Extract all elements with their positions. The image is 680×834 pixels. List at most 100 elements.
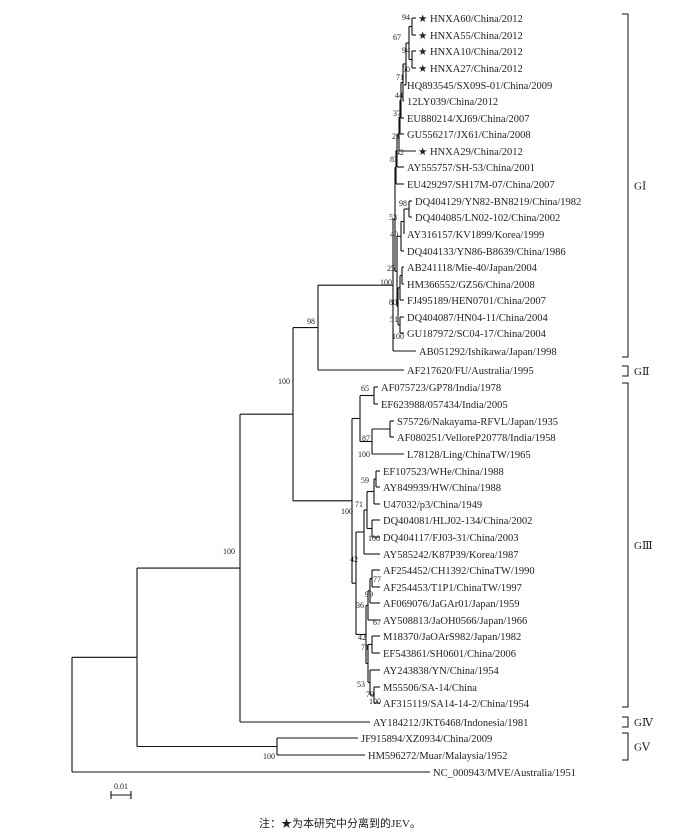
taxon-label: HNXA55/China/2012 bbox=[430, 31, 523, 42]
taxon-label: AF254453/T1P1/ChinaTW/1997 bbox=[383, 583, 522, 594]
taxon-label: AY508813/JaOH0566/Japan/1966 bbox=[383, 616, 527, 627]
taxon-label: HNXA60/China/2012 bbox=[430, 14, 523, 25]
taxon-label: AY585242/K87P39/Korea/1987 bbox=[383, 550, 519, 561]
bootstrap-value: 42 bbox=[396, 148, 404, 157]
taxon-label: 12LY039/China/2012 bbox=[407, 97, 498, 108]
bootstrap-value: 44 bbox=[395, 91, 403, 100]
taxon-label: DQ404085/LN02-102/China/2002 bbox=[415, 213, 560, 224]
taxon-label: AF080251/VelloreP20778/India/1958 bbox=[397, 433, 556, 444]
bootstrap-value: 37 bbox=[393, 109, 401, 118]
taxon-label: HNXA27/China/2012 bbox=[430, 64, 523, 75]
taxon-label: FJ495189/HEN0701/China/2007 bbox=[407, 296, 546, 307]
genotype-label: GⅢ bbox=[634, 540, 653, 552]
bootstrap-value: 50 bbox=[402, 65, 410, 74]
bootstrap-value: 99 bbox=[365, 590, 373, 599]
bootstrap-value: 80 bbox=[389, 298, 397, 307]
taxon-label: EU429297/SH17M-07/China/2007 bbox=[407, 180, 555, 191]
bootstrap-value: 53 bbox=[357, 680, 365, 689]
star-marker: ★ bbox=[418, 47, 428, 58]
taxon-label: HQ893545/SX09S-01/China/2009 bbox=[407, 81, 552, 92]
taxon-label: AY316157/KV1899/Korea/1999 bbox=[407, 230, 544, 241]
bootstrap-value: 53 bbox=[389, 213, 397, 222]
bootstrap-value: 100 bbox=[263, 752, 275, 761]
bootstrap-value: 100 bbox=[368, 534, 380, 543]
bootstrap-value: 100 bbox=[341, 507, 353, 516]
genotype-label: GⅡ bbox=[634, 366, 649, 378]
bootstrap-value: 40 bbox=[390, 230, 398, 239]
bootstrap-value: 100 bbox=[278, 377, 290, 386]
taxon-label: AY849939/HW/China/1988 bbox=[383, 483, 501, 494]
bootstrap-value: 65 bbox=[361, 384, 369, 393]
figure-note: 注：★为本研究中分离到的JEV。 bbox=[259, 816, 421, 830]
taxon-label: HM596272/Muar/Malaysia/1952 bbox=[368, 751, 507, 762]
bootstrap-value: 100 bbox=[380, 278, 392, 287]
taxon-label: EF623988/057434/India/2005 bbox=[381, 400, 508, 411]
bootstrap-value: 100 bbox=[358, 450, 370, 459]
genotype-bracket bbox=[622, 732, 629, 761]
taxon-label: AB051292/Ishikawa/Japan/1998 bbox=[419, 347, 557, 358]
taxon-label: AF315119/SA14-14-2/China/1954 bbox=[383, 699, 530, 710]
genotype-label: GⅤ bbox=[634, 742, 651, 754]
bootstrap-value: 25 bbox=[387, 264, 395, 273]
genotype-bracket bbox=[622, 382, 629, 708]
taxon-label: M55506/SA-14/China bbox=[383, 683, 477, 694]
taxon-label: AF254452/CH1392/ChinaTW/1990 bbox=[383, 566, 535, 577]
taxon-label: NC_000943/MVE/Australia/1951 bbox=[433, 768, 576, 779]
bootstrap-value: 36 bbox=[356, 601, 364, 610]
bootstrap-value: 59 bbox=[361, 476, 369, 485]
genotype-bracket bbox=[622, 716, 629, 728]
taxon-label: HNXA10/China/2012 bbox=[430, 47, 523, 58]
taxon-label: DQ404133/YN86-B8639/China/1986 bbox=[407, 247, 566, 258]
bootstrap-value: 42 bbox=[350, 555, 358, 564]
taxon-label: L78128/Ling/ChinaTW/1965 bbox=[407, 450, 531, 461]
taxon-label: AY555757/SH-53/China/2001 bbox=[407, 163, 535, 174]
bootstrap-value: 71 bbox=[396, 73, 404, 82]
taxon-label: GU187972/SC04-17/China/2004 bbox=[407, 329, 547, 340]
taxon-label: DQ404087/HN04-11/China/2004 bbox=[407, 313, 549, 324]
bootstrap-value: 77 bbox=[373, 575, 381, 584]
taxon-label: EU880214/XJ69/China/2007 bbox=[407, 114, 530, 125]
bootstrap-value: 94 bbox=[402, 46, 410, 55]
bootstrap-value: 70 bbox=[366, 690, 374, 699]
bootstrap-value: 51 bbox=[390, 315, 398, 324]
bootstrap-value: 94 bbox=[402, 13, 410, 22]
taxon-label: AF217620/FU/Australia/1995 bbox=[407, 366, 534, 377]
bootstrap-value: 21 bbox=[392, 132, 400, 141]
star-marker: ★ bbox=[418, 31, 428, 42]
bootstrap-value: 100 bbox=[223, 547, 235, 556]
taxon-label: AY184212/JKT6468/Indonesia/1981 bbox=[373, 718, 528, 729]
bootstrap-value: 98 bbox=[399, 199, 407, 208]
star-marker: ★ bbox=[418, 147, 428, 158]
taxon-label: AF069076/JaGAr01/Japan/1959 bbox=[383, 599, 520, 610]
taxon-label: HM366552/GZ56/China/2008 bbox=[407, 280, 535, 291]
bootstrap-value: 71 bbox=[361, 643, 369, 652]
bootstrap-value: 67 bbox=[393, 33, 401, 42]
taxon-label: GU556217/JX61/China/2008 bbox=[407, 130, 531, 141]
bootstrap-value: 83 bbox=[390, 155, 398, 164]
bootstrap-value: 87 bbox=[362, 434, 370, 443]
bootstrap-value: 100 bbox=[392, 332, 404, 341]
bootstrap-value: 100 bbox=[369, 697, 381, 706]
genotype-bracket bbox=[622, 13, 629, 358]
taxon-label: M18370/JaOArS982/Japan/1982 bbox=[383, 632, 521, 643]
genotype-bracket bbox=[622, 365, 629, 377]
bootstrap-value: 71 bbox=[355, 500, 363, 509]
bootstrap-value: 42 bbox=[358, 633, 366, 642]
taxon-label: DQ404129/YN82-BN8219/China/1982 bbox=[415, 197, 581, 208]
taxon-label: EF107523/WHe/China/1988 bbox=[383, 467, 504, 478]
taxon-label: HNXA29/China/2012 bbox=[430, 147, 523, 158]
genotype-label: GⅠ bbox=[634, 181, 646, 193]
taxon-label: AF075723/GP78/India/1978 bbox=[381, 383, 501, 394]
bootstrap-value: 98 bbox=[307, 317, 315, 326]
scale-label: 0.01 bbox=[114, 782, 128, 791]
taxon-label: AY243838/YN/China/1954 bbox=[383, 666, 499, 677]
taxon-label: AB241118/Mie-40/Japan/2004 bbox=[407, 263, 538, 274]
taxon-label: U47032/p3/China/1949 bbox=[383, 500, 482, 511]
taxon-label: DQ404117/FJ03-31/China/2003 bbox=[383, 533, 519, 544]
taxon-label: DQ404081/HLJ02-134/China/2002 bbox=[383, 516, 532, 527]
star-marker: ★ bbox=[418, 14, 428, 25]
taxon-label: S75726/Nakayama-RFVL/Japan/1935 bbox=[397, 417, 558, 428]
taxon-label: JF915894/XZ0934/China/2009 bbox=[361, 734, 492, 745]
genotype-label: GⅣ bbox=[634, 717, 654, 729]
